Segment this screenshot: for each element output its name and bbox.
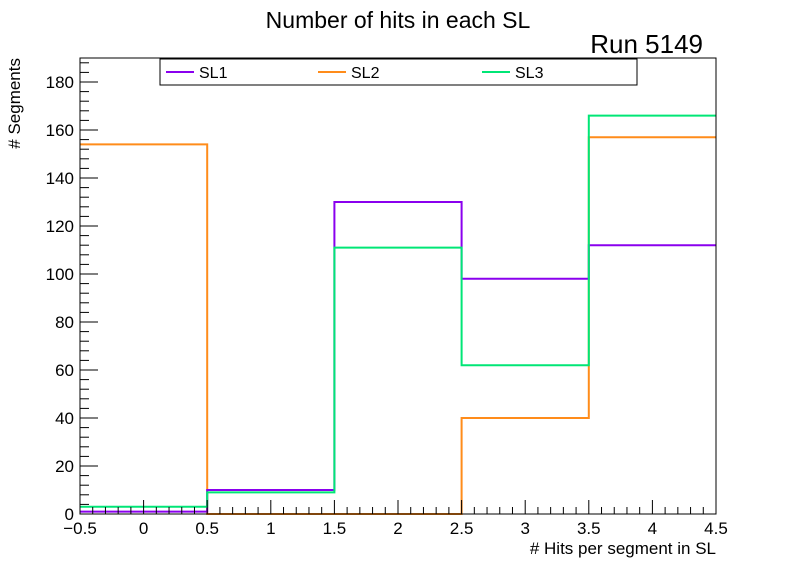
legend-label-sl1: SL1 bbox=[199, 65, 228, 82]
tick-layer: −0.5 0 0.5 1 1.5 2 2.5 3 3.5 4 4.50204060801001201… bbox=[46, 62, 728, 538]
x-axis-label: # Hits per segment in SL bbox=[530, 539, 716, 558]
y-tick-label: 100 bbox=[46, 265, 74, 284]
x-tick-label: 3.5 bbox=[577, 519, 601, 538]
x-tick-label: 4.5 bbox=[704, 519, 728, 538]
x-tick-label: 3 bbox=[520, 519, 529, 538]
x-tick-label: 2.5 bbox=[450, 519, 474, 538]
run-label: Run 5149 bbox=[590, 29, 703, 59]
chart-title: Number of hits in each SL bbox=[266, 7, 531, 33]
y-tick-label: 120 bbox=[46, 217, 74, 236]
x-tick-label: 0.5 bbox=[195, 519, 219, 538]
x-tick-label: 2 bbox=[393, 519, 402, 538]
y-tick-label: 160 bbox=[46, 121, 74, 140]
y-tick-label: 0 bbox=[65, 505, 74, 524]
y-tick-label: 20 bbox=[55, 457, 74, 476]
legend-label-sl3: SL3 bbox=[515, 65, 544, 82]
y-tick-label: 80 bbox=[55, 313, 74, 332]
y-tick-label: 40 bbox=[55, 409, 74, 428]
series-line-sl3 bbox=[80, 114, 716, 508]
x-tick-label: 1 bbox=[266, 519, 275, 538]
x-tick-label: 1.5 bbox=[323, 519, 347, 538]
legend-box bbox=[159, 58, 638, 86]
x-tick-label: 4 bbox=[648, 519, 657, 538]
y-tick-label: 140 bbox=[46, 169, 74, 188]
x-tick-label: 0 bbox=[139, 519, 148, 538]
y-tick-label: 180 bbox=[46, 73, 74, 92]
legend: SL1 SL2 SL3 bbox=[159, 58, 638, 86]
y-tick-label: 60 bbox=[55, 361, 74, 380]
y-axis-label: # Segments bbox=[5, 58, 24, 149]
x-tick-label: −0.5 bbox=[63, 519, 97, 538]
plot-frame bbox=[79, 57, 717, 515]
legend-label-sl2: SL2 bbox=[351, 65, 380, 82]
